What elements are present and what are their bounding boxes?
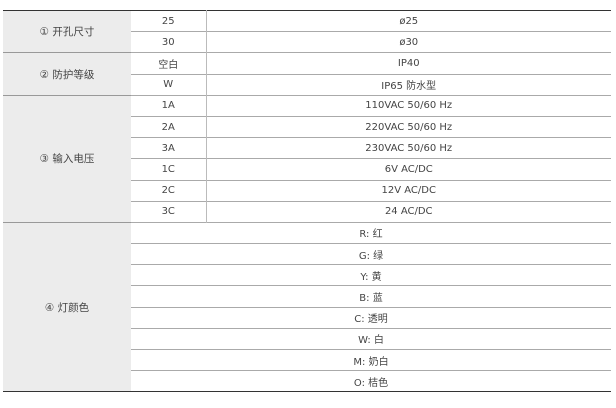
option-value: 24 AC/DC bbox=[206, 200, 611, 223]
option-value: 220VAC 50/60 Hz bbox=[206, 115, 611, 138]
category-label: ① 开孔尺寸 bbox=[3, 10, 131, 53]
option-code: 空白 bbox=[131, 52, 207, 75]
table-row: ④ 灯颜色 R: 红 bbox=[3, 221, 611, 392]
table-row: Y: 黄 bbox=[3, 264, 611, 286]
option-value: 6V AC/DC bbox=[206, 158, 611, 180]
table-row: ② 防护等级 空白 IP40 bbox=[3, 52, 611, 96]
option-value: 12V AC/DC bbox=[206, 179, 611, 202]
option-code: 30 bbox=[131, 31, 207, 53]
option-code: 25 bbox=[131, 10, 207, 32]
option-value: W: 白 bbox=[131, 327, 611, 350]
table-row: B: 蓝 bbox=[3, 285, 611, 308]
table-row: C: 透明 bbox=[3, 306, 611, 329]
category-label: ② 防护等级 bbox=[3, 52, 131, 96]
option-code: W bbox=[131, 73, 207, 96]
option-value: C: 透明 bbox=[131, 306, 611, 329]
category-label: ④ 灯颜色 bbox=[3, 221, 131, 392]
option-value: IP65 防水型 bbox=[206, 73, 611, 96]
table-row: W: 白 bbox=[3, 327, 611, 350]
table-row: M: 奶白 bbox=[3, 348, 611, 371]
table-row: G: 绿 bbox=[3, 243, 611, 265]
table-row: 3C 24 AC/DC bbox=[3, 200, 611, 223]
table-row: ① 开孔尺寸 25 ø25 bbox=[3, 10, 611, 53]
option-value: B: 蓝 bbox=[131, 285, 611, 308]
option-value: G: 绿 bbox=[131, 243, 611, 265]
option-code: 3C bbox=[131, 200, 207, 223]
option-value: 230VAC 50/60 Hz bbox=[206, 137, 611, 159]
table-row: O: 桔色 bbox=[3, 370, 611, 392]
option-value: IP40 bbox=[206, 52, 611, 75]
option-value: Y: 黄 bbox=[131, 264, 611, 286]
option-value: ø25 bbox=[399, 15, 419, 27]
option-code: 1A bbox=[131, 94, 207, 117]
option-code: 1C bbox=[131, 158, 207, 180]
spec-table: ① 开孔尺寸 25 ø25 30 ø30 ② 防护等级 空白 IP40 W IP65 防水型 ③ 输… bbox=[3, 10, 611, 393]
table-row: 2A 220VAC 50/60 Hz bbox=[3, 115, 611, 138]
option-value: M: 奶白 bbox=[131, 348, 611, 371]
table-row: 3A 230VAC 50/60 Hz bbox=[3, 137, 611, 159]
option-code: 2C bbox=[131, 179, 207, 202]
option-code: 3A bbox=[131, 137, 207, 159]
table-row: W IP65 防水型 bbox=[3, 73, 611, 96]
table-row: 1C 6V AC/DC bbox=[3, 158, 611, 180]
table-row: 2C 12V AC/DC bbox=[3, 179, 611, 202]
table-row: ③ 输入电压 1A 110VAC 50/60 Hz bbox=[3, 94, 611, 223]
option-code: 2A bbox=[131, 115, 207, 138]
option-value: O: 桔色 bbox=[131, 370, 611, 392]
category-label: ③ 输入电压 bbox=[3, 94, 131, 223]
option-value: 110VAC 50/60 Hz bbox=[206, 94, 611, 117]
option-value: R: 红 bbox=[131, 221, 611, 244]
option-value: ø30 bbox=[206, 31, 611, 53]
table-row: 30 ø30 bbox=[3, 31, 611, 53]
